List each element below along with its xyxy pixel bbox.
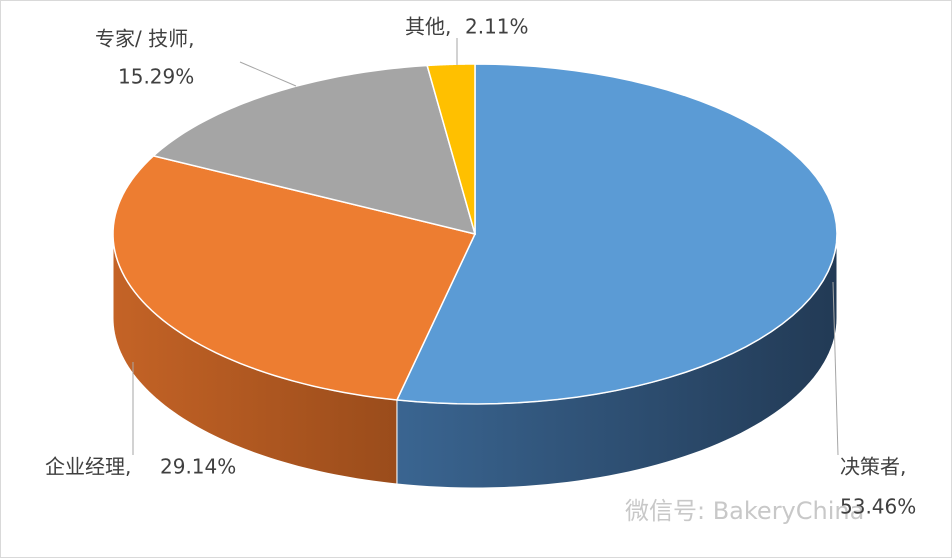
slice-label: 企业经理, bbox=[45, 455, 131, 479]
slice-label: 其他, bbox=[405, 15, 451, 39]
pie bbox=[112, 63, 838, 489]
slice bbox=[151, 64, 477, 236]
watermark: 微信号: BakeryChina bbox=[625, 497, 864, 525]
slice-label: 专家/ 技师, bbox=[95, 27, 194, 51]
slice bbox=[395, 63, 838, 405]
value-label: 53.46% bbox=[840, 495, 916, 519]
leader-line bbox=[239, 61, 297, 87]
slice-label: 决策者, bbox=[840, 455, 906, 479]
value-label: 2.11% bbox=[465, 15, 529, 39]
leader-line bbox=[832, 281, 839, 456]
slice bbox=[426, 63, 476, 235]
slice bbox=[112, 155, 477, 401]
value-label: 15.29% bbox=[118, 65, 194, 89]
value-label: 29.14% bbox=[160, 455, 236, 479]
